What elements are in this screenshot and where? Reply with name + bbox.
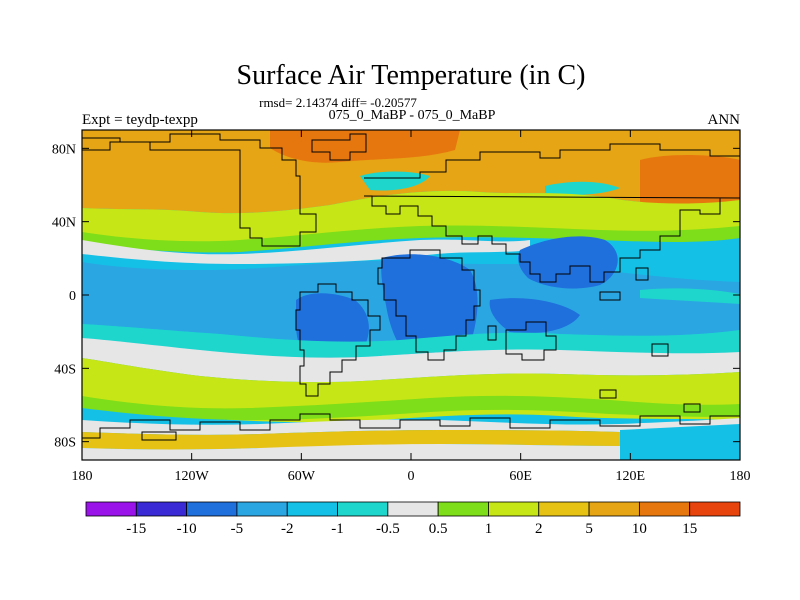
antarctic-blue-east — [620, 424, 740, 460]
colorbar-label: -0.5 — [376, 521, 400, 537]
colorbar-label: 0.5 — [429, 521, 448, 537]
colorbar: -15 -10 -5 -2 -1 -0.5 0.5 1 2 5 10 15 — [85, 501, 741, 537]
x-tick-label: 120E — [616, 469, 646, 484]
y-tick-label: 40N — [52, 216, 76, 231]
coastline-madagascar — [487, 325, 497, 341]
coastline-greenland — [311, 133, 367, 161]
pacific-teal-streak — [640, 288, 740, 304]
colorbar-label: -2 — [281, 521, 294, 537]
south-neutral-strip — [82, 418, 740, 435]
colorbar-label: -10 — [177, 521, 197, 537]
x-tick-label: 0 — [408, 469, 415, 484]
coastline-africa — [377, 249, 481, 361]
x-tick-label: 60W — [288, 469, 316, 484]
coastline-south-america — [295, 283, 381, 397]
x-axis: 180 120W 60W 0 60E 120E 180 — [72, 130, 751, 484]
season-label: ANN — [708, 112, 741, 128]
coastline-islands-east — [599, 267, 669, 357]
colorbar-label: 1 — [485, 521, 493, 537]
coastline-antarctica — [82, 413, 740, 439]
colorbar-swatch — [638, 501, 691, 517]
stats-text: rmsd= 2.14374 diff= -0.20577 — [259, 95, 417, 110]
subtitle: 075_0_MaBP - 075_0_MaBP — [329, 108, 496, 123]
y-tick-label: 0 — [69, 289, 76, 304]
colorbar-swatch — [286, 501, 338, 517]
colorbar-swatch — [236, 501, 288, 517]
x-tick-label: 180 — [72, 469, 93, 484]
coastline-eurasia — [363, 143, 740, 283]
north-teal-patch-east — [545, 181, 620, 196]
x-tick-label: 120W — [175, 469, 210, 484]
colorbar-label: 15 — [682, 521, 697, 537]
coastlines — [82, 133, 740, 441]
antarctic-yellow — [82, 430, 620, 450]
south-neutral-band — [82, 338, 740, 383]
colorbar-swatch — [538, 501, 590, 517]
colorbar-label: 10 — [632, 521, 647, 537]
colorbar-swatch — [488, 501, 540, 517]
colorbar-label: -15 — [126, 521, 146, 537]
north-teal-patch — [360, 171, 430, 191]
colorbar-label: -5 — [231, 521, 244, 537]
south-teal-band — [82, 324, 740, 358]
antarctic-neutral — [82, 444, 620, 460]
north-neutral-band — [82, 239, 530, 264]
temperature-field — [82, 130, 740, 460]
y-axis: 80N 40N 0 40S 80S — [52, 142, 740, 451]
colorbar-swatch — [337, 501, 389, 517]
north-green-strip — [82, 225, 740, 253]
colorbar-swatch — [689, 501, 741, 517]
plot-title: Surface Air Temperature (in C) — [237, 60, 586, 91]
x-tick-label: 60E — [509, 469, 532, 484]
y-tick-label: 80S — [54, 436, 76, 451]
colorbar-swatch — [135, 501, 188, 517]
coastline-australia — [505, 321, 557, 361]
colorbar-swatch — [588, 501, 640, 517]
colorbar-label: -1 — [331, 521, 344, 537]
coastline-north-america — [82, 133, 317, 247]
north-dark-orange-cell — [270, 130, 460, 163]
y-tick-label: 80N — [52, 142, 76, 157]
coastline-south-islands — [141, 389, 701, 441]
colorbar-swatch — [387, 501, 439, 517]
asia-deep-blue — [518, 236, 618, 289]
experiment-label: Expt = teydp-texpp — [82, 112, 198, 128]
colorbar-swatch — [437, 501, 489, 517]
colorbar-swatch — [186, 501, 238, 517]
indian-ocean-blue — [489, 298, 580, 334]
colorbar-swatch — [85, 501, 137, 517]
south-green-strip — [82, 395, 740, 420]
y-tick-label: 40S — [54, 362, 76, 377]
colorbar-label: 2 — [535, 521, 543, 537]
colorbar-label: 5 — [585, 521, 593, 537]
x-tick-label: 180 — [730, 469, 751, 484]
